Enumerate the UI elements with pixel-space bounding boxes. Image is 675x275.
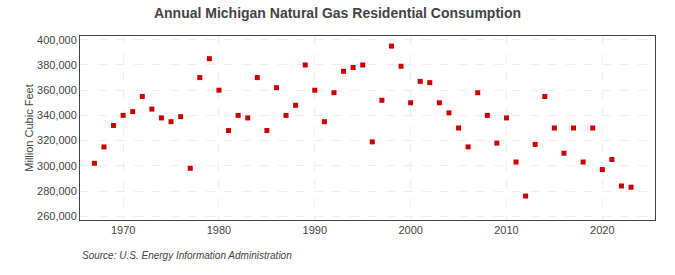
svg-text:360,000: 360,000 bbox=[37, 84, 77, 96]
svg-text:400,000: 400,000 bbox=[37, 34, 77, 46]
svg-text:300,000: 300,000 bbox=[37, 160, 77, 172]
svg-text:2020: 2020 bbox=[590, 224, 614, 236]
svg-text:Annual Michigan Natural Gas Re: Annual Michigan Natural Gas Residential … bbox=[154, 5, 521, 21]
svg-text:2010: 2010 bbox=[494, 224, 518, 236]
svg-text:320,000: 320,000 bbox=[37, 134, 77, 146]
svg-text:380,000: 380,000 bbox=[37, 59, 77, 71]
svg-text:1970: 1970 bbox=[111, 224, 135, 236]
svg-text:1990: 1990 bbox=[303, 224, 327, 236]
svg-text:280,000: 280,000 bbox=[37, 185, 77, 197]
svg-text:2000: 2000 bbox=[398, 224, 422, 236]
svg-text:Source: U.S. Energy Informatio: Source: U.S. Energy Information Administ… bbox=[82, 250, 292, 261]
svg-text:260,000: 260,000 bbox=[37, 210, 77, 222]
svg-text:340,000: 340,000 bbox=[37, 109, 77, 121]
svg-text:Million Cubic Feet: Million Cubic Feet bbox=[23, 84, 35, 171]
svg-text:1980: 1980 bbox=[207, 224, 231, 236]
